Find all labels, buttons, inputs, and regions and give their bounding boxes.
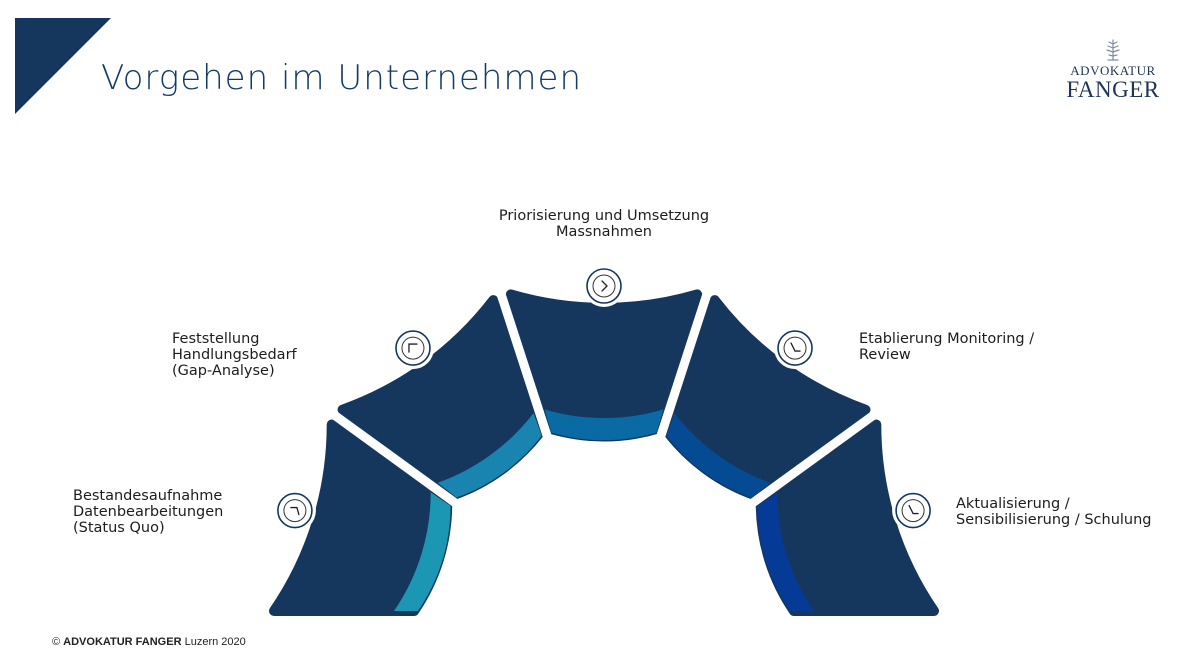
clock-icon	[391, 327, 434, 370]
step-1-label: Bestandesaufnahme Datenbearbeitungen (St…	[73, 488, 224, 536]
logo-line2: FANGER	[1066, 77, 1160, 102]
company-logo: ADVOKATUR FANGER	[1052, 38, 1174, 101]
corner-triangle	[15, 18, 111, 114]
arc-segment-5	[755, 419, 939, 616]
segment-band-1	[394, 492, 451, 611]
clock-icon	[892, 489, 935, 532]
arc-segment-2	[337, 295, 546, 501]
logo-line1: ADVOKATUR	[1070, 63, 1156, 78]
step-3-label: Priorisierung und Umsetzung Massnahmen	[498, 208, 710, 240]
arc-segment-4	[662, 295, 871, 501]
segment-divider-4	[748, 406, 884, 508]
arc-segment-1	[269, 419, 453, 616]
segment-band-3	[544, 409, 664, 441]
arc-segment-3	[505, 289, 703, 442]
clock-icon	[774, 327, 817, 370]
step-2-label: Feststellung Handlungsbedarf (Gap-Analys…	[172, 331, 297, 379]
segment-band-2	[437, 413, 542, 498]
segment-divider-2	[494, 284, 553, 440]
tree-icon	[1106, 39, 1120, 61]
clock-icon	[273, 489, 316, 532]
step-4-label: Etablierung Monitoring / Review	[859, 331, 1035, 363]
footer-copyright: © ADVOKATUR FANGER Luzern 2020	[52, 636, 246, 648]
segment-divider-3	[655, 284, 714, 440]
step-5-label: Aktualisierung / Sensibilisierung / Schu…	[956, 496, 1152, 528]
chevron-right-icon	[583, 265, 625, 307]
page-title: Vorgehen im Unternehmen	[101, 58, 582, 98]
segment-band-4	[666, 413, 771, 498]
segment-divider-1	[324, 406, 460, 508]
segment-band-5	[757, 492, 814, 611]
